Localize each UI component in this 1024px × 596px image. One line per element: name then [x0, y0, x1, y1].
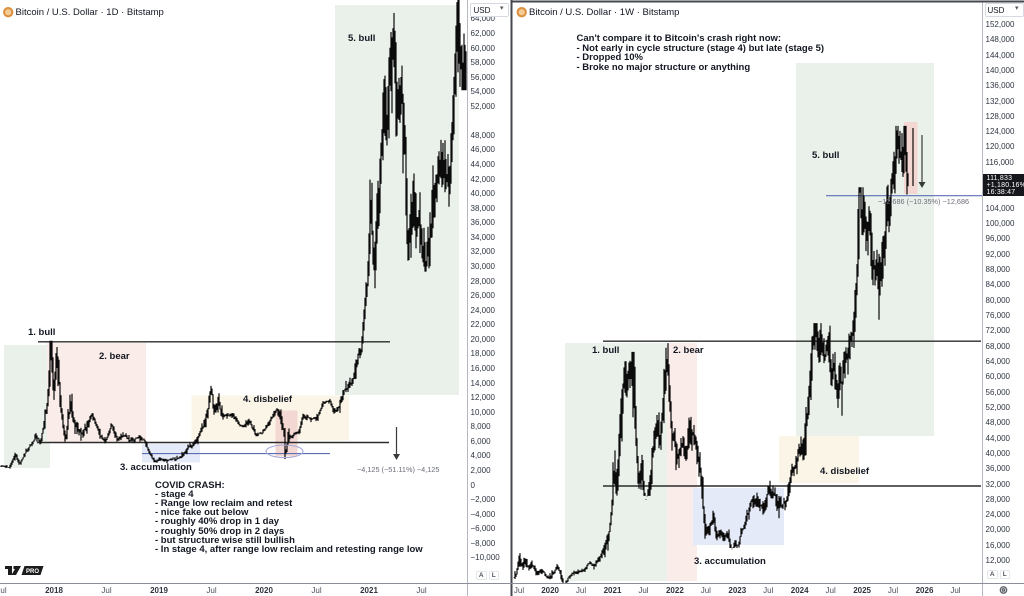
svg-text:PRO: PRO	[26, 569, 39, 575]
